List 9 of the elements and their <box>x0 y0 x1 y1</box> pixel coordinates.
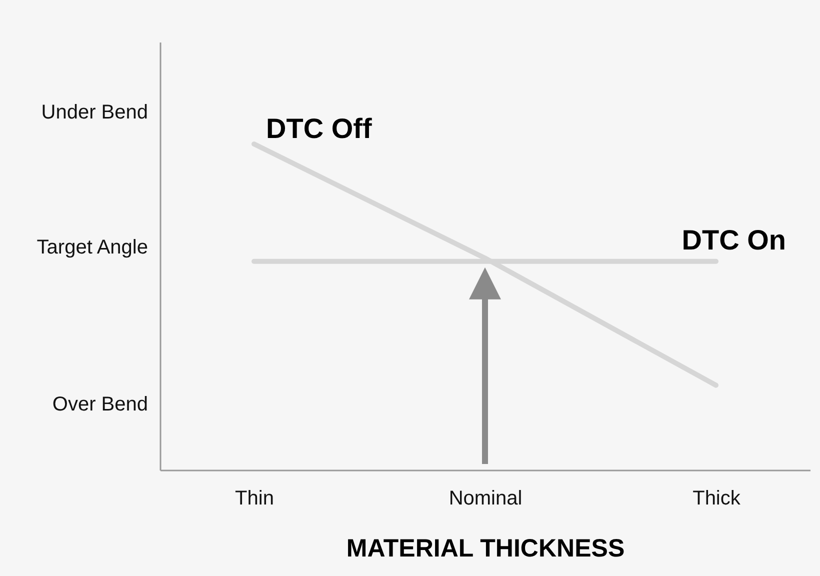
x-tick-label: Thin <box>235 488 274 510</box>
x-tick-label: Nominal <box>448 488 522 510</box>
series-label: DTC On <box>682 224 786 256</box>
text: Target Angle <box>36 236 148 260</box>
x-tick-label: Thick <box>692 488 742 510</box>
text: Over Bend <box>52 394 148 416</box>
series-label: DTC Off <box>266 113 372 144</box>
x-axis-title: MATERIAL THICKNESS <box>346 534 625 562</box>
text: Under Bend <box>41 102 148 124</box>
